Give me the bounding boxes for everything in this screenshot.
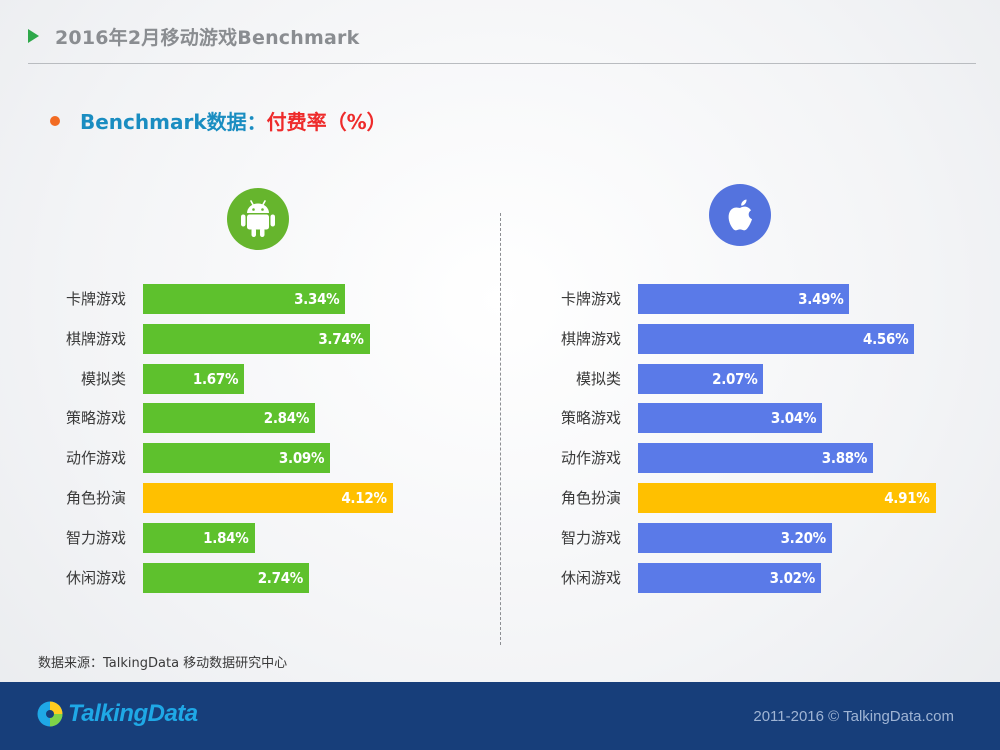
bar: 4.91% [638, 483, 936, 513]
bar: 3.09% [143, 443, 331, 474]
talkingdata-logo: TalkingData [36, 700, 198, 728]
subtitle-main: Benchmark数据： [80, 110, 267, 134]
category-label: 动作游戏 [65, 449, 126, 468]
bar-row: 角色扮演 4.91% [535, 483, 975, 513]
data-label: 3.74% [318, 329, 364, 348]
bar: 3.02% [638, 562, 821, 593]
footer-bar: TalkingData 2011-2016 © TalkingData.com [0, 682, 1000, 750]
android-icon [227, 188, 289, 250]
bar-row: 角色扮演 4.12% [40, 483, 480, 513]
bar: 2.07% [638, 363, 764, 394]
data-label: 3.88% [821, 449, 868, 468]
bar: 2.74% [143, 562, 310, 593]
bar: 1.67% [143, 363, 245, 394]
data-label: 2.74% [257, 568, 304, 587]
bar-row: 动作游戏 3.88% [535, 443, 975, 474]
apple-icon [709, 184, 771, 246]
bar: 3.88% [638, 443, 874, 474]
bar: 3.04% [638, 403, 823, 434]
data-label: 1.67% [192, 369, 239, 388]
data-label: 2.07% [712, 369, 758, 388]
data-label: 3.49% [798, 290, 844, 308]
bar: 3.49% [638, 284, 850, 314]
bar-row: 模拟类 1.67% [40, 363, 480, 394]
data-label: 4.56% [863, 329, 909, 348]
bar-row: 智力游戏 1.84% [40, 522, 480, 553]
data-source: 数据来源：TalkingData 移动数据研究中心 [38, 656, 288, 671]
bar-row: 动作游戏 3.09% [40, 443, 480, 474]
category-label: 角色扮演 [65, 489, 126, 507]
header-divider [28, 63, 976, 64]
category-label: 策略游戏 [560, 409, 621, 428]
bar: 3.34% [143, 284, 346, 314]
subtitle-metric: 付费率（%） [266, 110, 387, 134]
bar: 2.84% [143, 403, 316, 434]
logo-text: TalkingData [68, 700, 198, 727]
category-label: 智力游戏 [65, 528, 126, 547]
bar-row: 棋牌游戏 4.56% [535, 323, 975, 354]
data-label: 3.34% [294, 290, 340, 308]
category-label: 休闲游戏 [65, 568, 126, 587]
bar-row: 模拟类 2.07% [535, 363, 975, 394]
bar: 3.20% [638, 522, 832, 553]
bar-row: 卡牌游戏 3.34% [40, 284, 480, 314]
bar: 3.74% [143, 323, 370, 354]
data-label: 2.84% [263, 409, 310, 428]
data-label: 1.84% [203, 528, 249, 547]
bar: 4.56% [638, 323, 915, 354]
category-label: 棋牌游戏 [560, 329, 621, 348]
logo-mark-icon [37, 701, 63, 727]
bar-row: 卡牌游戏 3.49% [535, 284, 975, 314]
category-label: 模拟类 [80, 369, 126, 388]
category-label: 智力游戏 [560, 528, 621, 547]
category-label: 角色扮演 [560, 489, 621, 507]
bar: 1.84% [143, 522, 255, 553]
slide-header: 2016年2月移动游戏Benchmark [28, 22, 359, 50]
bar-row: 策略游戏 2.84% [40, 403, 480, 434]
chart-divider [500, 213, 501, 645]
category-label: 动作游戏 [560, 449, 621, 468]
bar-row: 策略游戏 3.04% [535, 403, 975, 434]
slide-title: 2016年2月移动游戏Benchmark [55, 26, 360, 49]
data-label: 4.91% [884, 489, 930, 507]
category-label: 模拟类 [575, 369, 621, 388]
play-arrow-icon [28, 29, 39, 43]
category-label: 卡牌游戏 [560, 290, 621, 308]
bar-row: 棋牌游戏 3.74% [40, 323, 480, 354]
bar-row: 智力游戏 3.20% [535, 522, 975, 553]
category-label: 卡牌游戏 [65, 290, 126, 308]
chart-subtitle: Benchmark数据： 付费率（%） [50, 106, 387, 135]
bar: 4.12% [143, 483, 393, 513]
bar-row: 休闲游戏 2.74% [40, 562, 480, 593]
category-label: 棋牌游戏 [65, 329, 126, 348]
data-label: 3.09% [278, 449, 325, 468]
data-label: 3.20% [780, 528, 827, 547]
data-label: 3.04% [770, 409, 817, 428]
copyright-text: 2011-2016 © TalkingData.com [753, 708, 954, 725]
category-label: 休闲游戏 [560, 568, 621, 587]
category-label: 策略游戏 [65, 409, 126, 428]
data-label: 4.12% [341, 489, 387, 507]
bullet-dot-icon [50, 115, 60, 126]
bar-row: 休闲游戏 3.02% [535, 562, 975, 593]
data-label: 3.02% [769, 568, 816, 587]
